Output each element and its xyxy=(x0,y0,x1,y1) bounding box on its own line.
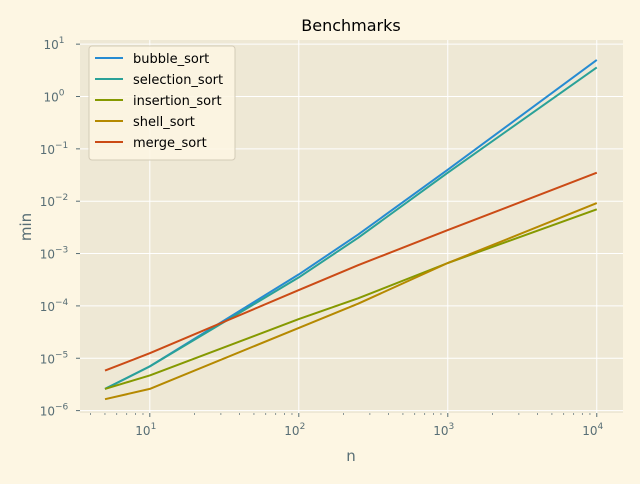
y-tick-label: 10−2 xyxy=(40,193,69,209)
y-tick-label: 10−4 xyxy=(40,298,69,314)
legend-label-shell-sort: shell_sort xyxy=(133,115,195,130)
series-line-selection-sort xyxy=(104,66,598,390)
x-tick-label: 103 xyxy=(433,422,454,438)
y-axis-label: min xyxy=(17,213,35,241)
chart-title: Benchmarks xyxy=(301,16,400,35)
y-tick-label: 10−5 xyxy=(40,350,69,366)
legend-label-insertion-sort: insertion_sort xyxy=(133,94,222,109)
series-line-shell-sort xyxy=(104,202,598,401)
x-tick-label: 101 xyxy=(135,422,156,438)
x-tick-label: 102 xyxy=(284,422,305,438)
series-line-merge-sort xyxy=(104,171,598,372)
x-tick-label: 104 xyxy=(582,422,603,438)
legend-label-selection-sort: selection_sort xyxy=(133,73,223,88)
y-tick-label: 101 xyxy=(43,36,64,52)
series-group xyxy=(104,59,598,401)
legend-label-merge-sort: merge_sort xyxy=(133,136,207,151)
legend-label-bubble-sort: bubble_sort xyxy=(133,52,209,67)
y-tick-label: 10−1 xyxy=(40,141,69,157)
x-axis-label: n xyxy=(346,447,356,465)
y-tick-label: 100 xyxy=(43,88,64,104)
legend-frame xyxy=(88,45,236,161)
y-tick-label: 10−6 xyxy=(40,403,69,419)
grid xyxy=(80,40,623,413)
legend: bubble_sort selection_sort insertion_sorts… xyxy=(88,45,236,161)
y-tick-label: 10−3 xyxy=(40,246,69,262)
